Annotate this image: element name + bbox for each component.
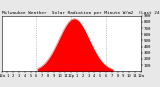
- Text: Milwaukee Weather  Solar Radiation per Minute W/m2  (Last 24 Hours): Milwaukee Weather Solar Radiation per Mi…: [2, 11, 160, 15]
